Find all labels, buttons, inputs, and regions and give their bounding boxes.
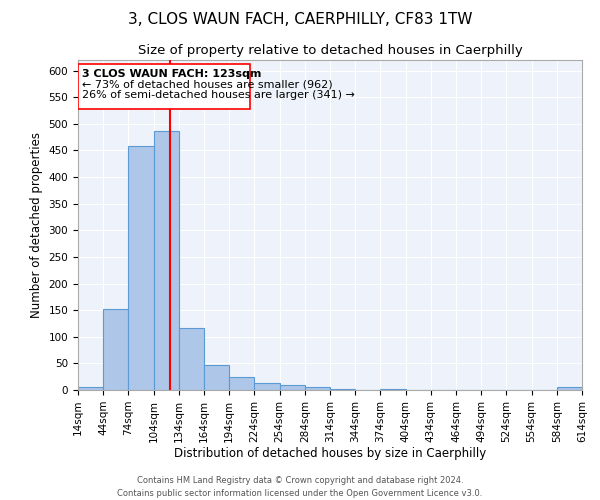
Text: Contains HM Land Registry data © Crown copyright and database right 2024.
Contai: Contains HM Land Registry data © Crown c… — [118, 476, 482, 498]
Title: Size of property relative to detached houses in Caerphilly: Size of property relative to detached ho… — [137, 44, 523, 58]
Text: 3, CLOS WAUN FACH, CAERPHILLY, CF83 1TW: 3, CLOS WAUN FACH, CAERPHILLY, CF83 1TW — [128, 12, 472, 28]
Bar — [128, 146, 154, 390]
Bar — [280, 384, 305, 390]
Bar — [557, 388, 582, 390]
Bar — [305, 388, 330, 390]
Bar — [78, 388, 103, 390]
Text: 3 CLOS WAUN FACH: 123sqm: 3 CLOS WAUN FACH: 123sqm — [82, 68, 262, 78]
Bar — [179, 328, 204, 390]
Bar — [330, 389, 355, 390]
Bar — [154, 131, 179, 390]
Bar — [103, 308, 128, 390]
Bar — [204, 365, 229, 390]
Bar — [229, 376, 254, 390]
Bar — [254, 383, 280, 390]
FancyBboxPatch shape — [78, 64, 250, 109]
X-axis label: Distribution of detached houses by size in Caerphilly: Distribution of detached houses by size … — [174, 448, 486, 460]
Text: ← 73% of detached houses are smaller (962): ← 73% of detached houses are smaller (96… — [82, 79, 333, 89]
Y-axis label: Number of detached properties: Number of detached properties — [30, 132, 43, 318]
Text: 26% of semi-detached houses are larger (341) →: 26% of semi-detached houses are larger (… — [82, 90, 355, 100]
